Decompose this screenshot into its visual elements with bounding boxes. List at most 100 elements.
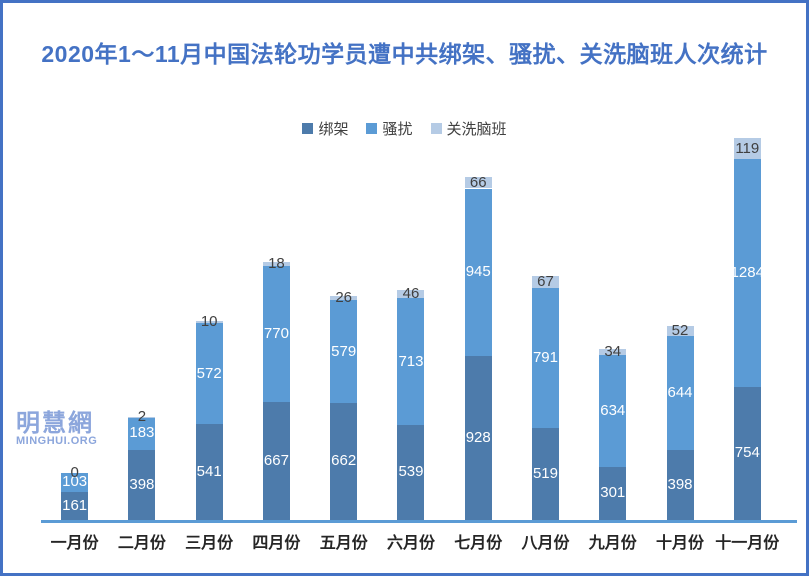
bar-segment-harass <box>330 300 358 403</box>
x-tick-label: 三月份 <box>185 535 234 552</box>
bar-slot: 754 1284 119 <box>714 128 781 520</box>
value-label-harass: 945 <box>465 263 491 281</box>
stacked-bar-八月份: 519 791 67 <box>531 273 559 520</box>
x-tick-label: 十月份 <box>656 535 705 552</box>
bar-slot: 398 183 2 <box>108 128 175 520</box>
legend-label-kidnap: 绑架 <box>318 121 349 138</box>
value-label-brainwash: 67 <box>537 273 554 291</box>
bar-segment-harass <box>61 473 89 492</box>
legend-label-brainwash: 关洗脑班 <box>446 121 507 138</box>
x-tick-label: 九月份 <box>588 535 637 552</box>
value-label-kidnap: 539 <box>398 463 424 481</box>
bar-slot: 539 713 46 <box>377 128 444 520</box>
value-label-harass: 791 <box>532 349 558 367</box>
value-label-harass: 1284 <box>730 263 764 281</box>
value-label-brainwash: 34 <box>604 342 622 360</box>
stacked-bar-十月份: 398 644 52 <box>666 322 694 520</box>
chart-title: 2020年1～11月中国法轮功学员遭中共绑架、骚扰、关洗脑班人次统计 <box>41 41 768 67</box>
bar-segment-kidnap <box>599 466 627 520</box>
bar-segment-harass <box>464 188 492 356</box>
plot-area: 161 103 0 398 183 2 541 572 10 667 770 18 662 579 26 53… <box>41 128 781 520</box>
legend-label-harass: 骚扰 <box>382 121 413 138</box>
legend-item-harass: 骚扰 <box>366 118 413 139</box>
bar-segment-harass <box>733 159 761 387</box>
bar-slot: 301 634 34 <box>579 128 646 520</box>
x-tick-label: 七月份 <box>454 535 503 552</box>
x-tick-label: 五月份 <box>319 535 368 552</box>
bar-segment-harass <box>599 354 627 467</box>
bar-segment-brainwash <box>195 321 223 323</box>
bar-segment-kidnap <box>262 401 290 520</box>
x-axis-labels: 一月份 二月份 三月份 四月份 五月份 六月份 七月份 八月份 九月份 十月份 十一月份 <box>41 529 781 553</box>
x-axis-line <box>41 520 797 523</box>
value-label-kidnap: 928 <box>465 428 491 446</box>
bar-segment-brainwash <box>666 326 694 336</box>
watermark-english: MINGHUI.ORG <box>16 435 98 448</box>
bar-segment-harass <box>666 335 694 450</box>
bar-segment-harass <box>195 323 223 425</box>
bar-segment-brainwash <box>531 276 559 289</box>
value-label-harass: 572 <box>196 364 222 382</box>
stacked-bar-五月份: 662 579 26 <box>330 289 358 520</box>
value-label-kidnap: 519 <box>532 465 558 483</box>
stacked-bar-三月份: 541 572 10 <box>195 313 223 520</box>
value-label-kidnap: 398 <box>667 475 693 493</box>
bar-segment-harass <box>128 417 156 450</box>
value-label-harass: 103 <box>62 473 88 491</box>
bar-segment-kidnap <box>733 386 761 520</box>
bar-slot: 667 770 18 <box>243 128 310 520</box>
value-label-kidnap: 541 <box>196 463 222 481</box>
bar-segment-harass <box>397 298 425 425</box>
value-label-kidnap: 754 <box>734 444 760 462</box>
value-label-brainwash: 10 <box>200 313 218 331</box>
bar-segment-kidnap <box>330 402 358 520</box>
x-tick-label: 二月份 <box>117 535 166 552</box>
legend-item-kidnap: 绑架 <box>302 118 348 139</box>
bar-slot: 519 791 67 <box>512 128 579 520</box>
value-label-harass: 183 <box>129 424 155 442</box>
bar-segment-brainwash <box>397 290 425 299</box>
bar-segment-brainwash <box>464 176 492 189</box>
bar-slot: 662 579 26 <box>310 128 377 520</box>
value-label-harass: 579 <box>331 342 357 360</box>
legend-swatch-harass <box>366 123 378 134</box>
value-label-brainwash: 46 <box>402 285 420 303</box>
bar-segment-kidnap <box>195 424 223 520</box>
stacked-bar-一月份: 161 103 0 <box>61 464 89 520</box>
value-label-brainwash: 18 <box>268 255 285 273</box>
bar-segment-kidnap <box>128 449 156 520</box>
value-label-kidnap: 398 <box>129 475 155 493</box>
bar-segment-brainwash <box>733 138 761 160</box>
bar-segment-harass <box>262 265 290 402</box>
value-label-brainwash: 26 <box>335 289 353 307</box>
value-label-harass: 634 <box>600 401 626 419</box>
bar-slot: 928 945 66 <box>445 128 512 520</box>
bar-segment-harass <box>531 288 559 429</box>
value-label-kidnap: 161 <box>62 496 88 514</box>
bar-segment-kidnap <box>464 355 492 520</box>
stacked-bar-二月份: 398 183 2 <box>128 408 156 520</box>
watermark-chinese: 明慧網 <box>16 410 94 437</box>
bar-segment-kidnap <box>61 491 89 520</box>
value-label-kidnap: 301 <box>600 484 626 502</box>
value-label-brainwash: 52 <box>671 321 689 339</box>
stacked-bar-七月份: 928 945 66 <box>464 173 492 520</box>
value-label-harass: 644 <box>667 383 693 401</box>
legend-swatch-kidnap <box>302 123 314 134</box>
value-label-harass: 713 <box>398 352 424 370</box>
bar-segment-kidnap <box>397 424 425 520</box>
bar-segment-brainwash <box>330 295 358 301</box>
legend-swatch-brainwash <box>430 123 442 134</box>
value-label-brainwash: 119 <box>735 139 760 157</box>
stacked-bar-十一月份: 754 1284 119 <box>730 138 764 520</box>
value-label-brainwash: 0 <box>70 464 79 482</box>
x-tick-label: 六月份 <box>386 535 435 552</box>
x-tick-label: 八月份 <box>521 535 570 552</box>
x-tick-label: 四月份 <box>252 535 301 552</box>
bar-segment-kidnap <box>531 428 559 520</box>
value-label-harass: 770 <box>263 324 289 342</box>
value-label-brainwash: 66 <box>469 173 487 191</box>
minghui-watermark: 明慧網 MINGHUI.ORG <box>16 411 97 448</box>
bar-slot: 541 572 10 <box>176 128 243 520</box>
bar-segment-kidnap <box>666 449 694 520</box>
